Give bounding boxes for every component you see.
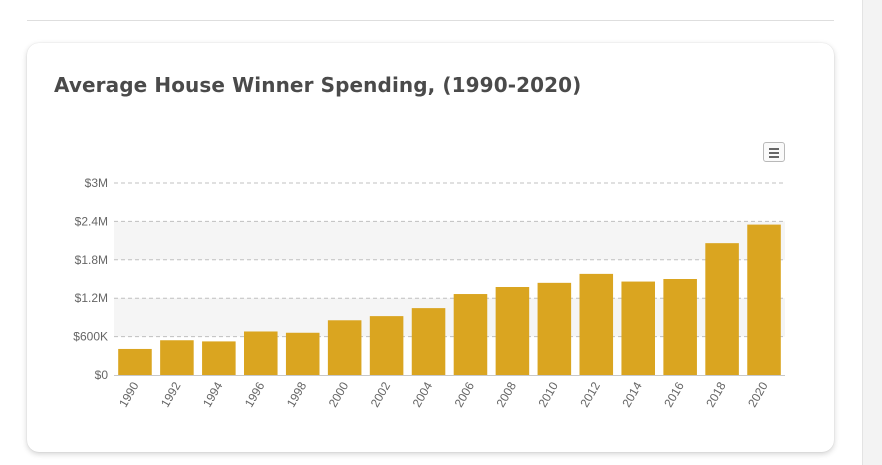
bar[interactable] bbox=[327, 320, 362, 375]
chart-title: Average House Winner Spending, (1990-202… bbox=[54, 73, 582, 97]
bar-series bbox=[118, 224, 781, 375]
x-tick-label: 1990 bbox=[116, 379, 142, 409]
x-tick-label: 2012 bbox=[577, 379, 603, 409]
x-tick-label: 1994 bbox=[200, 379, 226, 409]
x-tick-label: 1998 bbox=[284, 379, 310, 409]
plot-band bbox=[114, 221, 785, 260]
bar[interactable] bbox=[285, 332, 320, 375]
menu-line-icon bbox=[769, 152, 779, 154]
y-tick-label: $600K bbox=[73, 330, 108, 344]
bar[interactable] bbox=[705, 243, 739, 375]
bar[interactable] bbox=[244, 331, 278, 375]
x-tick-label: 2018 bbox=[703, 379, 729, 409]
x-tick-label: 1992 bbox=[158, 379, 184, 409]
x-tick-label: 2004 bbox=[410, 379, 436, 409]
x-tick-label: 2020 bbox=[745, 379, 771, 409]
x-tick-label: 2010 bbox=[535, 379, 561, 409]
x-tick-label: 1996 bbox=[242, 379, 268, 409]
bar[interactable] bbox=[160, 340, 194, 375]
bar[interactable] bbox=[579, 273, 614, 375]
menu-line-icon bbox=[769, 156, 779, 158]
y-tick-label: $2.4M bbox=[75, 214, 108, 228]
bar[interactable] bbox=[369, 316, 404, 375]
bar[interactable] bbox=[118, 348, 152, 375]
section-divider bbox=[27, 20, 834, 21]
bar[interactable] bbox=[747, 224, 781, 375]
x-tick-label: 2006 bbox=[452, 379, 478, 409]
y-tick-label: $1.2M bbox=[75, 291, 108, 305]
y-tick-label: $0 bbox=[95, 368, 109, 382]
bar[interactable] bbox=[453, 294, 488, 375]
bar[interactable] bbox=[202, 341, 236, 375]
bar[interactable] bbox=[621, 281, 655, 375]
bar[interactable] bbox=[411, 308, 446, 375]
x-tick-label: 2008 bbox=[494, 379, 520, 409]
x-tick-label: 2014 bbox=[619, 379, 645, 409]
y-tick-label: $3M bbox=[85, 176, 108, 190]
x-tick-label: 2000 bbox=[326, 379, 352, 409]
chart-menu-button[interactable] bbox=[763, 142, 785, 162]
bar-chart: $0$600K$1.2M$1.8M$2.4M$3M 1990 1992 1994 19… bbox=[73, 176, 785, 410]
bar[interactable] bbox=[537, 282, 572, 375]
x-tick-label: 2016 bbox=[661, 379, 687, 409]
menu-line-icon bbox=[769, 148, 779, 150]
x-axis-ticks: 1990 1992 1994 1996 1998 2000 2002 2004 2006 2008… bbox=[116, 379, 771, 409]
y-axis-ticks: $0 $600K $1.2M $1.8M $2.4M $3M bbox=[73, 176, 108, 382]
page-side-strip bbox=[862, 0, 882, 465]
x-tick-label: 2002 bbox=[368, 379, 394, 409]
bar[interactable] bbox=[495, 287, 530, 375]
bar[interactable] bbox=[663, 279, 697, 375]
chart-card: Average House Winner Spending, (1990-202… bbox=[27, 43, 834, 452]
y-tick-label: $1.8M bbox=[75, 253, 108, 267]
